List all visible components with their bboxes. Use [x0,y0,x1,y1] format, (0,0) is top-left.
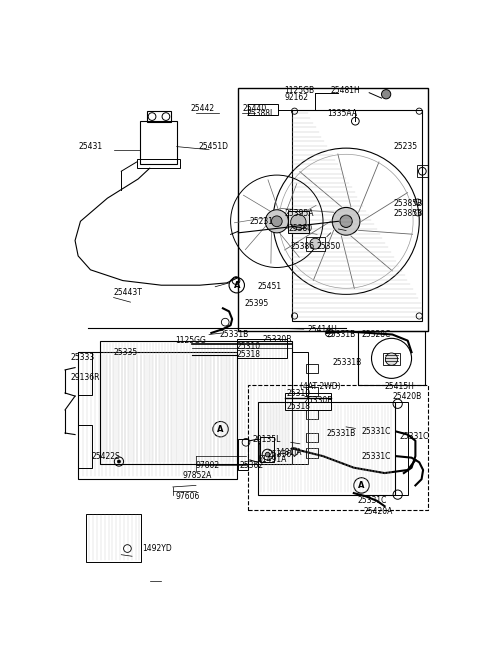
Bar [306,387,318,396]
Text: 1125GG: 1125GG [175,336,206,345]
Text: 25330B: 25330B [304,396,333,405]
Text: 25420B: 25420B [392,392,421,401]
Circle shape [382,89,391,99]
Bar [78,352,92,395]
Text: 25414H: 25414H [308,325,337,334]
Text: 25395A: 25395A [285,209,314,218]
Bar [86,514,141,562]
Bar [78,425,92,468]
Text: 97852A: 97852A [183,471,212,480]
Circle shape [332,208,360,235]
Text: 25431: 25431 [78,142,102,151]
Text: 1492YD: 1492YD [142,544,172,553]
Bar [237,339,287,358]
Text: 97802: 97802 [196,461,220,470]
Bar [248,104,277,115]
Bar [383,353,400,365]
Bar [248,385,428,510]
Text: 25451D: 25451D [198,142,228,151]
Bar [147,111,170,122]
Text: 25310: 25310 [286,388,310,397]
Text: 1125GB: 1125GB [285,86,314,95]
Text: 25231: 25231 [250,217,274,226]
Circle shape [291,214,306,230]
Bar [306,410,318,419]
Text: 25385B: 25385B [394,199,423,208]
Bar [137,159,180,168]
Bar [292,110,421,321]
Bar [292,352,308,464]
Text: 25331B: 25331B [332,357,361,367]
Text: 25451: 25451 [258,283,282,291]
Bar [358,331,425,385]
Text: 25350: 25350 [317,242,341,251]
Text: 25310: 25310 [237,342,261,351]
Text: 25330B: 25330B [263,334,292,344]
Circle shape [385,353,398,365]
Text: 25331B: 25331B [327,428,356,438]
Text: 25388L: 25388L [247,109,275,118]
Circle shape [271,216,282,227]
Text: 1335AA: 1335AA [327,109,357,118]
Text: A: A [358,481,365,490]
Text: 25331B: 25331B [219,330,248,339]
Bar [306,433,318,442]
Text: 25318: 25318 [237,350,261,359]
Circle shape [310,238,321,249]
Bar [78,352,237,479]
Text: 25420A: 25420A [363,507,393,516]
Bar [285,393,331,410]
Text: 25235: 25235 [394,142,418,151]
Text: 25331B: 25331B [327,330,356,339]
Bar [258,402,395,495]
Text: A: A [217,424,224,434]
Text: 25395: 25395 [244,299,269,308]
Text: 25331C: 25331C [400,432,430,442]
Text: 25481H: 25481H [331,86,360,95]
Bar [417,165,428,177]
Text: 25415H: 25415H [384,382,414,392]
Bar [288,212,309,233]
Text: 97606: 97606 [175,491,200,501]
Text: 25318: 25318 [286,401,310,411]
Text: (4AT 2WD): (4AT 2WD) [300,382,340,392]
Bar [260,437,274,461]
Text: 29135L: 29135L [252,435,280,443]
Bar [140,121,177,164]
Text: 25331C: 25331C [361,451,391,461]
Text: 25328C: 25328C [361,330,391,339]
Bar [238,88,428,331]
Text: 25336: 25336 [267,450,292,459]
Bar [395,402,408,495]
Bar [100,340,292,464]
Text: 25385B: 25385B [394,209,423,218]
Text: 25386: 25386 [291,242,315,251]
Text: 1481JA: 1481JA [275,448,302,457]
Text: 25331C: 25331C [361,427,391,436]
Text: 25331C: 25331C [358,496,387,505]
Text: 25333: 25333 [71,353,95,362]
Bar [306,237,325,250]
Text: 25440: 25440 [243,104,267,112]
Text: 25422S: 25422S [92,451,121,461]
Text: 25362: 25362 [240,461,264,470]
Bar [306,449,318,458]
Text: A: A [233,281,240,290]
Text: 25443T: 25443T [114,288,143,298]
Circle shape [265,452,270,457]
Text: 25380: 25380 [288,225,312,233]
Text: 25442: 25442 [191,104,215,112]
Text: 92162: 92162 [285,93,309,102]
Circle shape [340,215,352,227]
Circle shape [118,460,120,463]
Circle shape [265,210,288,233]
Text: 29136R: 29136R [71,373,100,382]
Bar [306,364,318,373]
Text: 25335: 25335 [114,348,138,357]
Bar [238,439,248,470]
Text: 61491A: 61491A [258,455,287,464]
